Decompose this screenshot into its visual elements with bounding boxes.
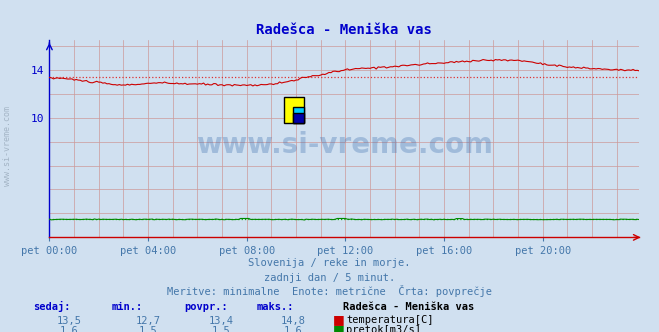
Text: Slovenija / reke in morje.: Slovenija / reke in morje. [248, 258, 411, 268]
Text: Meritve: minimalne  Enote: metrične  Črta: povprečje: Meritve: minimalne Enote: metrične Črta:… [167, 286, 492, 297]
Text: ■: ■ [333, 313, 345, 326]
Text: Radešca - Meniška vas: Radešca - Meniška vas [343, 302, 474, 312]
Text: pretok[m3/s]: pretok[m3/s] [346, 325, 421, 332]
Text: 1,5: 1,5 [139, 326, 158, 332]
Text: 1,6: 1,6 [60, 326, 78, 332]
FancyBboxPatch shape [293, 107, 304, 123]
Title: Radešca - Meniška vas: Radešca - Meniška vas [256, 23, 432, 37]
Text: min.:: min.: [112, 302, 143, 312]
FancyBboxPatch shape [283, 97, 304, 123]
Text: povpr.:: povpr.: [185, 302, 228, 312]
Text: 13,5: 13,5 [57, 316, 82, 326]
Text: ■: ■ [333, 323, 345, 332]
Text: 12,7: 12,7 [136, 316, 161, 326]
Text: 1,5: 1,5 [212, 326, 230, 332]
FancyBboxPatch shape [293, 113, 304, 123]
Text: www.si-vreme.com: www.si-vreme.com [3, 106, 13, 186]
Text: temperatura[C]: temperatura[C] [346, 315, 434, 325]
Text: zadnji dan / 5 minut.: zadnji dan / 5 minut. [264, 273, 395, 283]
Text: 13,4: 13,4 [208, 316, 233, 326]
Text: www.si-vreme.com: www.si-vreme.com [196, 130, 493, 159]
Text: maks.:: maks.: [257, 302, 295, 312]
Text: 14,8: 14,8 [281, 316, 306, 326]
Text: 1,6: 1,6 [284, 326, 302, 332]
Text: sedaj:: sedaj: [33, 301, 71, 312]
